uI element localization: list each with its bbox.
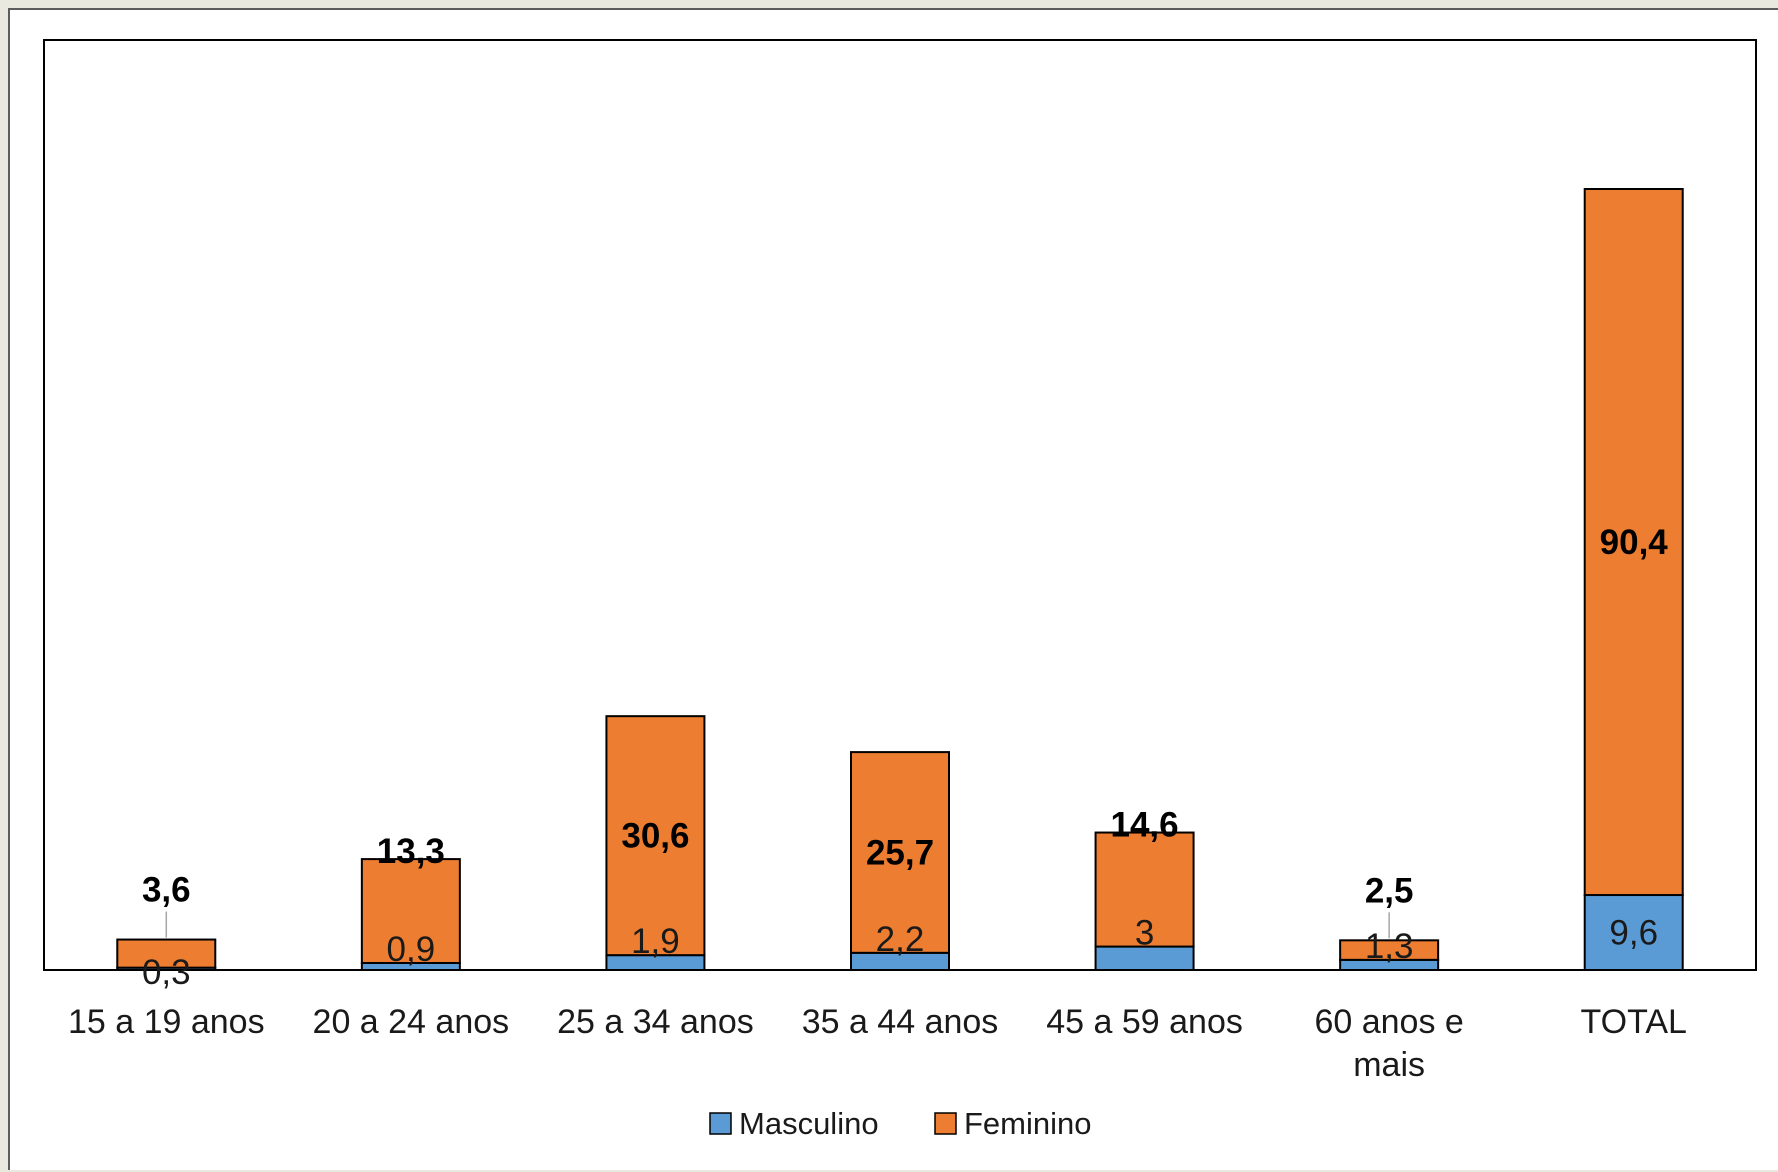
data-labels-group: 3,6 0,3 13,3 0,9 30,6 1,9 25,7 2,2 14,6 3 2,5 1,3 90… [142, 523, 1668, 992]
category-label: TOTAL [1580, 1003, 1686, 1041]
data-label-feminino: 13,3 [377, 832, 445, 871]
category-label: 35 a 44 anos [802, 1003, 999, 1041]
bar-feminino [116, 938, 217, 969]
data-label-feminino: 14,6 [1111, 806, 1179, 845]
legend-swatch [709, 1112, 732, 1135]
data-label-masculino: 1,9 [631, 922, 680, 961]
data-label-feminino: 90,4 [1600, 523, 1669, 562]
chart-frame: 3,6 0,3 13,3 0,9 30,6 1,9 25,7 2,2 14,6 3 2,5 1,3 90… [8, 8, 1778, 1170]
category-label: 45 a 59 anos [1046, 1003, 1243, 1041]
data-label-masculino: 2,2 [876, 920, 925, 959]
data-label-feminino: 30,6 [621, 817, 689, 856]
data-label-masculino: 9,6 [1609, 914, 1658, 953]
category-label: 15 a 19 anos [68, 1003, 265, 1041]
data-label-masculino: 3 [1135, 914, 1154, 953]
legend: Masculino Feminino [709, 1106, 1092, 1141]
legend-label: Masculino [739, 1106, 879, 1141]
bar-feminino [1094, 831, 1195, 948]
category-label: mais [1353, 1046, 1425, 1084]
data-label-masculino: 1,3 [1365, 927, 1414, 966]
bar-feminino [1583, 188, 1684, 897]
legend-label: Feminino [964, 1106, 1092, 1141]
bar-feminino [850, 751, 950, 954]
stacked-bar-chart: 3,6 0,3 13,3 0,9 30,6 1,9 25,7 2,2 14,6 3 2,5 1,3 90… [43, 39, 1757, 1141]
category-label: 60 anos e [1314, 1003, 1463, 1041]
bar-feminino [1339, 939, 1440, 961]
legend-swatch [934, 1112, 957, 1135]
category-label: 20 a 24 anos [313, 1003, 510, 1041]
category-label: 25 a 34 anos [557, 1003, 754, 1041]
category-labels-group: 15 a 19 anos 20 a 24 anos 25 a 34 anos 35 a… [68, 1003, 1687, 1084]
data-label-feminino: 25,7 [866, 833, 934, 872]
data-label-masculino: 0,3 [142, 953, 191, 992]
data-label-masculino: 0,9 [387, 930, 436, 969]
data-label-feminino: 2,5 [1365, 871, 1414, 910]
data-label-feminino: 3,6 [142, 871, 191, 910]
bar-feminino [605, 715, 706, 957]
bars-group [116, 188, 1684, 972]
bar-feminino [360, 858, 461, 964]
